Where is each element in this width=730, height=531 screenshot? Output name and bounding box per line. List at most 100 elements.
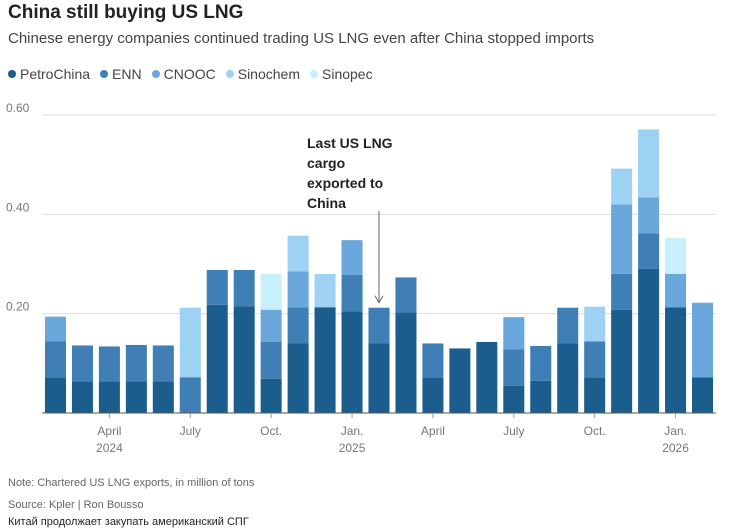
legend-swatch-icon <box>310 70 318 78</box>
chart-title: China still buying US LNG <box>8 2 244 23</box>
bar-segment-petrochina <box>125 381 147 413</box>
bar-segment-petrochina <box>638 268 660 413</box>
bar-segment-enn <box>152 345 174 382</box>
legend-label: PetroChina <box>20 66 91 82</box>
bar-segment-enn <box>611 273 633 310</box>
bar-segment-cnooc <box>287 271 309 308</box>
bar-segment-enn <box>368 307 390 344</box>
bar-segment-petrochina <box>152 381 174 413</box>
bar-segment-cnooc <box>638 197 660 234</box>
legend-label: ENN <box>112 66 142 82</box>
bar-segment-petrochina <box>422 377 444 413</box>
bar-segment-enn <box>422 343 444 378</box>
y-tick-label: 0.40 <box>6 200 30 214</box>
bar-segment-enn <box>233 269 255 307</box>
bar-segment-sinochem <box>611 168 633 205</box>
bar-segment-enn <box>530 345 552 381</box>
bar-segment-petrochina <box>44 377 66 413</box>
bar-segment-petrochina <box>449 348 471 413</box>
bar-segment-petrochina <box>692 377 714 413</box>
bar-segment-petrochina <box>503 385 525 413</box>
legend-label: CNOOC <box>163 66 216 82</box>
bar-segment-cnooc <box>44 316 66 342</box>
bar-segment-enn <box>71 345 93 382</box>
x-tick-label: Oct. <box>584 424 606 438</box>
legend-swatch-icon <box>225 70 234 78</box>
legend: PetroChina ENN CNOOC Sinochem Sinopec <box>8 66 383 82</box>
x-tick-label: April <box>421 424 445 438</box>
bar-segment-enn <box>638 233 660 269</box>
image-caption: Китай продолжает закупать американский С… <box>8 516 249 528</box>
stacked-bar-chart: 0.20 0.40 0.60 April 2024 July Oct. Jan. 2025 Apr… <box>6 101 716 455</box>
legend-swatch-icon <box>100 70 109 78</box>
bar-segment-enn <box>557 307 579 344</box>
bar-segment-enn <box>287 307 309 344</box>
bar-segment-petrochina <box>287 343 309 413</box>
bar-segment-enn <box>503 349 525 386</box>
bar-segment-enn <box>179 377 201 413</box>
chart-note: Note: Chartered US LNG exports, in milli… <box>8 477 255 489</box>
bar-segment-cnooc <box>692 302 714 378</box>
bar-segment-petrochina <box>341 311 363 413</box>
bar-segment-petrochina <box>530 380 552 413</box>
bar-segment-petrochina <box>260 378 282 413</box>
bar-segment-sinochem <box>179 307 201 378</box>
bar-segment-petrochina <box>584 377 606 413</box>
bar-segment-petrochina <box>98 381 120 413</box>
bar-segment-petrochina <box>314 307 336 413</box>
annotation-text: China <box>307 195 346 211</box>
bar-segment-enn <box>98 346 120 382</box>
bar-segment-petrochina <box>233 306 255 413</box>
bar-segment-petrochina <box>395 312 417 413</box>
bar-segment-sinochem <box>638 129 660 198</box>
x-tick-label: Oct. <box>260 424 282 438</box>
y-tick-label: 0.60 <box>6 101 30 115</box>
legend-swatch-icon <box>151 70 160 78</box>
legend-item-cnooc: CNOOC <box>151 66 216 82</box>
bar-segment-petrochina <box>665 307 687 413</box>
bar-segment-enn <box>341 274 363 312</box>
annotation-arrow-icon <box>374 295 384 304</box>
bar-segment-enn <box>584 341 606 378</box>
bar-segment-cnooc <box>503 317 525 350</box>
bar-segment-petrochina <box>611 309 633 413</box>
bar-segment-petrochina <box>71 381 93 413</box>
y-tick-label: 0.20 <box>6 300 30 314</box>
bar-segment-cnooc <box>611 204 633 274</box>
chart-source: Source: Kpler | Ron Bousso <box>8 499 144 511</box>
bar-segment-sinopec <box>665 238 687 274</box>
legend-item-sinopec: Sinopec <box>310 66 373 82</box>
bar-segment-petrochina <box>557 343 579 413</box>
bar-segment-enn <box>206 269 228 305</box>
bar-segment-enn <box>125 344 147 382</box>
x-tick-year-label: 2025 <box>339 441 366 455</box>
x-tick-label: Jan. <box>341 424 364 438</box>
bar-segment-sinochem <box>584 306 606 342</box>
bar-segment-enn <box>44 341 66 378</box>
bar-segment-sinochem <box>287 235 309 272</box>
bar-segment-cnooc <box>665 273 687 308</box>
annotation-text: exported to <box>307 175 383 191</box>
bar-segment-sinochem <box>314 273 336 308</box>
x-tick-label: April <box>97 424 121 438</box>
x-tick-label: Jan. <box>664 424 687 438</box>
bar-segment-enn <box>395 277 417 313</box>
annotation-text: cargo <box>307 155 345 171</box>
bar-segment-petrochina <box>368 343 390 413</box>
legend-item-petrochina: PetroChina <box>8 66 90 82</box>
x-tick-label: July <box>503 424 524 438</box>
x-tick-year-label: 2026 <box>662 441 689 455</box>
legend-label: Sinopec <box>322 66 373 82</box>
bar-segment-petrochina <box>476 341 498 413</box>
chart-subtitle: Chinese energy companies continued tradi… <box>8 30 595 47</box>
bar-segment-cnooc <box>341 240 363 275</box>
bar-segment-sinopec <box>260 273 282 310</box>
bar-segment-petrochina <box>206 304 228 413</box>
legend-item-sinochem: Sinochem <box>225 66 300 82</box>
x-tick-year-label: 2024 <box>96 441 123 455</box>
legend-swatch-icon <box>8 70 16 78</box>
bar-segment-enn <box>260 341 282 379</box>
annotation-text: Last US LNG <box>307 135 393 151</box>
legend-label: Sinochem <box>237 66 300 82</box>
bar-segment-cnooc <box>260 309 282 342</box>
